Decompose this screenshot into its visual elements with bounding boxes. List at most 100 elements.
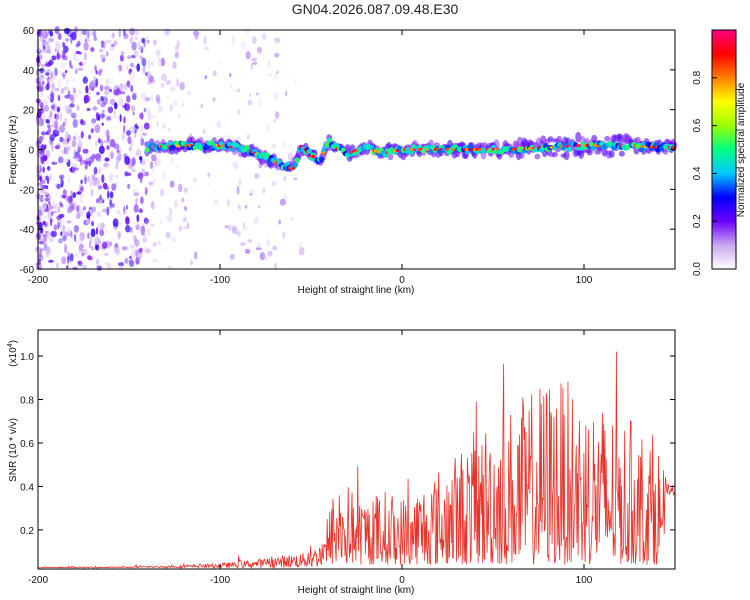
noise-blob: [144, 187, 148, 196]
noise-blob: [250, 62, 253, 70]
noise-blob: [107, 120, 112, 123]
noise-blob: [282, 231, 286, 239]
noise-blob: [105, 78, 110, 85]
noise-blob: [45, 175, 49, 181]
noise-blob: [57, 106, 61, 113]
noise-blob: [106, 145, 110, 150]
noise-blob: [48, 201, 51, 206]
noise-blob: [283, 175, 287, 182]
noise-blob: [71, 31, 77, 41]
noise-blob: [109, 241, 112, 246]
noise-blob: [93, 75, 96, 82]
noise-blob: [55, 40, 61, 50]
ridge-halo: [551, 151, 558, 158]
colorbar-label: Normalized spectral amplitude: [736, 82, 747, 217]
snr-y-label: SNR (10 * v/v): [8, 418, 19, 482]
noise-blob: [36, 149, 42, 158]
noise-blob: [162, 124, 166, 129]
noise-blob: [245, 51, 251, 60]
noise-blob: [43, 144, 47, 150]
noise-blob: [79, 30, 82, 40]
noise-blob: [85, 157, 91, 162]
noise-blob: [66, 145, 72, 151]
noise-blob: [45, 119, 50, 123]
snr-series-line: [37, 351, 676, 570]
noise-blob: [51, 104, 55, 110]
noise-blob: [169, 86, 176, 92]
noise-blob: [51, 230, 57, 238]
y-tick-label: 0.4: [20, 482, 34, 493]
colorbar-frame: [711, 29, 737, 270]
noise-blob: [109, 88, 112, 93]
noise-blob: [144, 218, 150, 225]
noise-blob: [134, 129, 137, 139]
noise-blob: [122, 210, 129, 215]
noise-blob: [90, 120, 95, 129]
noise-blob: [131, 253, 135, 258]
noise-blob: [143, 108, 147, 113]
noise-blob: [86, 107, 91, 112]
noise-blob: [298, 241, 302, 249]
noise-blob: [127, 55, 131, 60]
noise-blob: [150, 114, 157, 119]
noise-blob: [130, 105, 135, 112]
noise-blob: [61, 194, 67, 199]
noise-blob: [150, 200, 155, 210]
noise-blob: [92, 106, 98, 111]
noise-blob: [50, 264, 53, 269]
noise-blob: [99, 194, 102, 201]
noise-blob: [101, 113, 106, 118]
x-tick-label: 100: [576, 575, 593, 586]
noise-blob: [38, 234, 41, 241]
noise-blob: [159, 188, 164, 197]
noise-blob: [73, 167, 79, 171]
noise-blob: [99, 112, 105, 120]
noise-blob: [298, 246, 305, 256]
noise-blob: [40, 183, 43, 193]
noise-blob: [124, 102, 127, 111]
noise-blob: [278, 219, 281, 225]
noise-blob: [40, 29, 47, 39]
noise-blob: [89, 70, 94, 74]
noise-blob: [135, 249, 138, 257]
noise-blob: [75, 68, 78, 75]
noise-blob: [126, 80, 131, 88]
noise-blob: [81, 58, 87, 66]
noise-blob: [238, 99, 242, 104]
noise-blob: [214, 198, 219, 205]
noise-blob: [179, 81, 185, 91]
noise-blob: [99, 68, 103, 73]
noise-blob: [156, 50, 161, 58]
noise-blob: [104, 90, 109, 96]
noise-blob: [71, 157, 74, 164]
noise-blob: [61, 72, 66, 78]
noise-blob: [54, 145, 61, 150]
noise-blob: [66, 265, 69, 270]
colorbar-tick-label: 0.0: [692, 262, 703, 276]
noise-blob: [40, 202, 47, 211]
noise-blob: [37, 50, 42, 55]
spectrogram-ridge: [144, 131, 678, 173]
noise-blob: [67, 256, 70, 264]
noise-blob: [96, 198, 99, 204]
noise-blob: [76, 191, 82, 195]
noise-blob: [53, 210, 57, 214]
noise-blob: [238, 205, 242, 211]
noise-blob: [109, 202, 112, 209]
noise-blob: [156, 121, 160, 128]
noise-blob: [131, 188, 138, 193]
noise-blob: [87, 255, 92, 261]
noise-blob: [257, 98, 263, 108]
noise-blob: [194, 35, 199, 40]
y-tick-label: 40: [23, 66, 35, 77]
noise-blob: [237, 108, 241, 115]
x-tick-label: 0: [399, 275, 405, 286]
noise-blob: [98, 157, 102, 164]
noise-blob: [51, 118, 55, 127]
noise-blob: [133, 192, 139, 197]
noise-blob: [39, 149, 42, 155]
noise-blob: [100, 102, 106, 108]
spectrogram-y-label: Frequency (Hz): [8, 116, 19, 185]
noise-blob: [46, 30, 50, 38]
noise-blob: [64, 105, 68, 110]
